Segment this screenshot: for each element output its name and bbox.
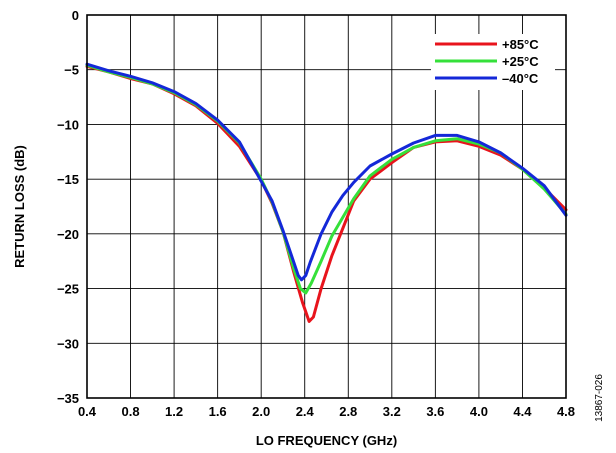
x-tick-label: 4.0 <box>470 404 488 419</box>
x-tick-label: 0.8 <box>122 404 140 419</box>
legend-label: +85°C <box>502 37 539 52</box>
x-tick-label: 2.0 <box>252 404 270 419</box>
x-tick-labels: 0.4 0.8 1.2 1.6 2.0 2.4 2.8 3.2 3.6 4.0 4.4 4.8 <box>78 404 575 419</box>
figure-id: 13867-026 <box>594 374 605 422</box>
legend-label: –40°C <box>502 71 539 86</box>
x-tick-label: 0.4 <box>78 404 97 419</box>
y-tick-label: −35 <box>57 391 79 406</box>
series-line-1 <box>85 64 568 323</box>
y-tick-labels: 0 −5 −10 −15 −20 −25 −30 −35 <box>57 8 79 406</box>
x-axis-label: LO FREQUENCY (GHz) <box>256 433 397 448</box>
x-tick-label: 3.6 <box>426 404 444 419</box>
y-tick-label: −10 <box>57 117 79 132</box>
x-tick-label: 1.6 <box>209 404 227 419</box>
x-tick-label: 2.4 <box>296 404 315 419</box>
legend: +85°C +25°C –40°C <box>431 34 555 90</box>
y-tick-label: −20 <box>57 227 79 242</box>
x-tick-label: 2.8 <box>339 404 357 419</box>
series-line-3 <box>85 62 568 282</box>
y-tick-label: −15 <box>57 172 79 187</box>
y-axis-label: RETURN LOSS (dB) <box>12 145 27 268</box>
x-tick-label: 4.4 <box>513 404 532 419</box>
plot-frame <box>86 14 567 399</box>
y-tick-label: 0 <box>72 8 79 23</box>
legend-label: +25°C <box>502 54 539 69</box>
y-tick-label: −30 <box>57 336 79 351</box>
x-tick-label: 1.2 <box>165 404 183 419</box>
y-tick-label: −25 <box>57 282 79 297</box>
x-tick-label: 4.8 <box>557 404 575 419</box>
y-tick-label: −5 <box>64 63 79 78</box>
x-tick-label: 3.2 <box>383 404 401 419</box>
series-group <box>85 62 568 323</box>
